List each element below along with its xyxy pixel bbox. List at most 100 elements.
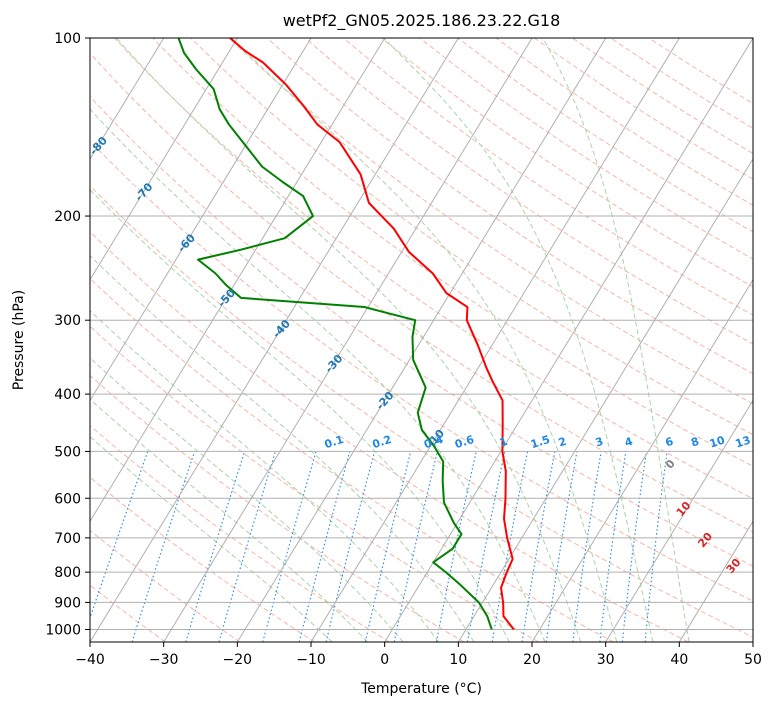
mixing-ratio-label: 13	[734, 434, 753, 451]
y-tick-label: 200	[54, 209, 81, 225]
mixing-ratio-line	[325, 451, 376, 642]
moist-adiabat-line	[90, 357, 404, 642]
moist-adiabat-line	[90, 398, 369, 642]
mixing-ratio-label: 8	[689, 435, 700, 450]
dry-adiabat-line	[90, 374, 465, 642]
mixing-ratio-line	[298, 451, 351, 642]
isotherm-label: -80	[87, 134, 110, 158]
mixing-ratio-line	[185, 451, 246, 642]
dry-adiabat-line	[90, 529, 241, 642]
moist-adiabat-line	[90, 310, 439, 642]
mixing-ratio-lines	[90, 451, 668, 642]
moist-adiabat-label: 40	[754, 579, 774, 599]
plot-frame	[89, 37, 754, 643]
mixing-ratio-label: 0.2	[371, 433, 394, 451]
isotherm-line	[90, 38, 165, 160]
moist-adiabat-line	[383, 38, 654, 642]
dry-adiabat-line	[266, 38, 753, 375]
mixing-ratio-label: 0.6	[453, 433, 476, 451]
moist-adiabat-label: 0	[663, 457, 678, 471]
profile-lines	[177, 38, 515, 631]
y-tick-label: 100	[54, 31, 81, 47]
chart-title: wetPf2_GN05.2025.186.23.22.G18	[283, 11, 561, 31]
isotherm-line	[678, 520, 753, 642]
isotherm-line	[90, 38, 459, 642]
dry-adiabat-line	[381, 38, 753, 288]
dry-adiabat-line	[90, 185, 753, 638]
dewpoint-profile-line	[177, 38, 493, 630]
y-tick-label: 400	[54, 387, 81, 403]
dry-adiabat-line	[90, 231, 689, 642]
dry-adiabats	[90, 38, 753, 642]
isotherm-line	[90, 38, 386, 523]
y-tick-label: 500	[54, 444, 81, 460]
moist-adiabat-line	[542, 38, 690, 642]
x-tick-label: −20	[223, 652, 253, 668]
isotherm-label: -90	[40, 90, 63, 114]
y-tick-label: 900	[54, 595, 81, 611]
isotherm-line	[163, 38, 533, 642]
isotherm-label: -70	[132, 180, 155, 204]
dry-adiabat-line	[495, 38, 753, 206]
x-axis-label: Temperature (°C)	[360, 681, 482, 697]
dry-adiabat-line	[228, 38, 753, 405]
moist-adiabat-line	[90, 189, 510, 642]
dry-adiabat-line	[90, 95, 753, 567]
mixing-ratio-label: 10	[708, 433, 727, 450]
dry-adiabat-line	[90, 52, 753, 533]
mixing-ratio-line	[545, 451, 578, 642]
x-tick-label: −40	[75, 652, 105, 668]
dry-adiabat-line	[610, 38, 753, 129]
dry-adiabat-line	[533, 38, 753, 180]
mixing-ratio-line	[218, 451, 276, 642]
y-axis-label: Pressure (hPa)	[11, 290, 27, 390]
moist-adiabat-line	[90, 435, 333, 642]
y-tick-label: 600	[54, 491, 81, 507]
isotherm-line	[384, 38, 753, 642]
moist-adiabat-label: 30	[724, 556, 744, 576]
y-tick-label: 1000	[45, 622, 81, 638]
isotherm-label: -60	[175, 231, 198, 255]
mixing-ratio-line	[521, 451, 556, 642]
dry-adiabat-line	[457, 38, 753, 233]
mixing-ratio-label: 4	[623, 435, 635, 450]
moist-adiabat-line	[115, 38, 582, 642]
isotherm-label: -100	[0, 41, 20, 70]
isotherm-line	[531, 278, 753, 642]
mixing-ratio-line	[262, 451, 317, 642]
mixing-ratio-label: 0.1	[323, 433, 346, 451]
mixing-ratio-label: 16	[756, 433, 775, 450]
mixing-ratio-label: 3	[594, 435, 605, 450]
mixing-ratio-line	[572, 451, 602, 642]
dry-adiabat-line	[90, 476, 315, 642]
x-tick-label: −30	[149, 652, 179, 668]
x-tick-label: 30	[597, 652, 615, 668]
isotherms	[90, 38, 753, 642]
mixing-ratio-label: 1	[498, 435, 509, 450]
isotherm-label: -30	[322, 352, 345, 376]
x-tick-label: 20	[523, 652, 541, 668]
dry-adiabat-line	[114, 38, 753, 500]
mixing-ratio-line	[364, 451, 412, 642]
mixing-ratio-label: 2	[557, 435, 568, 450]
dry-adiabat-line	[305, 38, 753, 345]
dry-adiabat-line	[90, 140, 753, 602]
isotherm-line	[310, 38, 680, 642]
x-axis-ticks: −40 −30 −20 −10 0 10 20 30 40 50	[75, 642, 762, 668]
dry-adiabat-line	[90, 277, 614, 642]
isotherm-line	[236, 38, 607, 642]
moist-adiabat-label: 20	[695, 530, 715, 550]
mixing-ratio-label: 6	[664, 435, 676, 450]
mixing-ratio-line	[644, 451, 668, 642]
x-tick-label: 10	[449, 652, 467, 668]
moist-adiabats	[90, 38, 690, 642]
isotherm-line	[605, 399, 753, 642]
x-tick-label: 40	[670, 652, 688, 668]
isotherm-line	[752, 641, 753, 642]
plot-area: -100-90-80-70-60-50-40-30-20-100.1 0.2 0.4…	[0, 38, 775, 642]
isotherm-line	[90, 38, 312, 402]
mixing-ratio-line	[621, 451, 647, 642]
mixing-ratio-label: 0.4	[422, 433, 445, 451]
dry-adiabat-line	[152, 38, 753, 467]
